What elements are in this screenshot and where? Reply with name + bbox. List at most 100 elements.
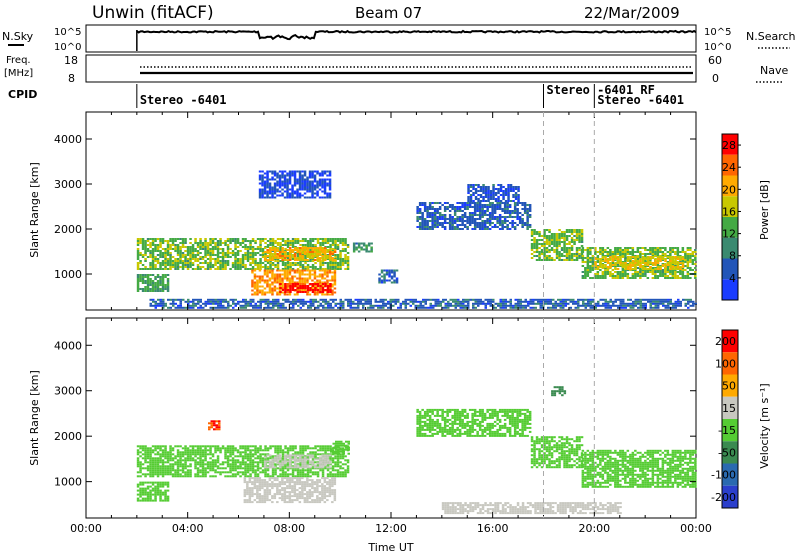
power-colorbar-label: Power [dB]: [758, 180, 771, 240]
colorbar-tick-label: 4: [729, 272, 736, 285]
x-tick-label: 08:00: [273, 522, 305, 535]
nave-tick-bottom: 0: [712, 72, 719, 85]
scatter-band: [263, 454, 332, 469]
colorbar-cell: [722, 237, 738, 259]
colorbar-cell: [722, 154, 738, 176]
colorbar-tick-label: -200: [711, 491, 736, 504]
colorbar-cell: [722, 396, 738, 419]
colorbar-cell: [722, 485, 738, 508]
nsky-label: N.Sky: [2, 30, 34, 43]
scatter-band: [330, 440, 350, 455]
scatter-band: [594, 256, 685, 270]
freq-panel-frame: [85, 54, 697, 83]
cpid-text: Stereo -6401 RF: [547, 83, 655, 97]
colorbar-tick-label: 20: [722, 183, 736, 196]
scatter-band: [530, 436, 584, 469]
colorbar-tick-label: 12: [722, 228, 736, 241]
y-tick-label: 1000: [54, 268, 82, 281]
power-colorbar: 4 8 12 16 20 24 28: [721, 133, 741, 301]
scatter-band: [416, 202, 532, 230]
date-title: 22/Mar/2009: [584, 4, 680, 22]
scatter-band: [551, 386, 567, 397]
scatter-band: [263, 247, 337, 261]
y-tick-label: 1000: [54, 476, 82, 489]
colorbar-tick-label: 100: [715, 357, 736, 370]
cpid-text: Stereo -6401: [140, 93, 227, 107]
panel-frame: [85, 111, 697, 311]
colorbar-cell: [722, 279, 738, 300]
colorbar-tick-label: 8: [729, 250, 736, 263]
scatter-band: [378, 269, 399, 284]
scatter-band: [581, 449, 697, 488]
y-tick-label: 4000: [54, 133, 82, 146]
freq-tick-top: 18: [64, 54, 78, 67]
freq-unit-label: [MHz]: [4, 68, 33, 79]
scatter-band: [258, 170, 332, 199]
colorbar-cell: [722, 196, 738, 217]
velocity-ylabel: Slant Range [km]: [28, 370, 41, 466]
velocity-colorbar-label: Velocity [m s⁻¹]: [758, 383, 771, 468]
noise-tick-left-bottom: 10^0: [54, 42, 81, 53]
beam-title: Beam 07: [355, 4, 422, 22]
colorbar-tick-label: 200: [715, 335, 736, 348]
colorbar-frame: [721, 329, 739, 509]
velocity-panel: 1000 2000 3000 4000 00:00 04:00 08:00 12:00 16:0…: [54, 317, 712, 535]
noise-trace-line: [136, 29, 697, 41]
y-tick-label: 3000: [54, 385, 82, 398]
y-tick-label: 4000: [54, 339, 82, 352]
colorbar-tick-label: -100: [711, 469, 736, 482]
colorbar-cell: [722, 258, 738, 280]
x-tick-label: 20:00: [578, 522, 610, 535]
colorbar-cell: [722, 217, 738, 238]
nave-tick-top: 60: [708, 54, 722, 67]
x-tick-label: 00:00: [680, 522, 712, 535]
x-tick-label: 04:00: [172, 522, 204, 535]
power-panel: 1000 2000 3000 4000: [54, 111, 697, 311]
colorbar-cell: [722, 374, 738, 397]
colorbar-cell: [722, 352, 738, 375]
noise-tick-left-top: 10^5: [54, 27, 81, 38]
colorbar-cell: [722, 463, 738, 486]
velocity-colorbar: 200 100 50 15 -15 -50 -100 -200: [711, 329, 739, 509]
colorbar-cell: [722, 175, 738, 197]
colorbar-tick-label: -50: [718, 446, 736, 459]
freq-label: Freq.: [6, 55, 31, 66]
cpid-label: CPID: [8, 88, 37, 101]
station-title: Unwin (fitACF): [92, 3, 214, 23]
scatter-band: [243, 477, 337, 504]
scatter-band: [136, 481, 170, 502]
colorbar-frame: [721, 133, 739, 301]
noise-panel-frame: [85, 24, 697, 53]
scatter-band: [279, 283, 332, 293]
scatter-band: [416, 408, 532, 437]
colorbar-cell: [722, 419, 738, 442]
scatter-band: [149, 298, 697, 309]
nsearch-label: N.Search: [746, 30, 796, 43]
x-axis-label: Time UT: [367, 541, 413, 554]
scatter-band: [352, 242, 373, 253]
colorbar-cell: [722, 134, 738, 155]
y-tick-label: 2000: [54, 430, 82, 443]
colorbar-tick-label: 28: [722, 139, 736, 152]
noise-trace: [136, 29, 697, 51]
colorbar-tick-label: -15: [718, 424, 736, 437]
colorbar-cell: [722, 441, 738, 464]
panel-frame: [85, 317, 697, 519]
scatter-band: [467, 184, 520, 202]
colorbar-tick-label: 24: [722, 161, 736, 174]
x-tick-label: 16:00: [477, 522, 509, 535]
noise-tick-right-bottom: 10^0: [704, 42, 731, 53]
x-tick-label: 00:00: [70, 522, 102, 535]
cpid-text: Stereo -6401: [597, 93, 684, 107]
scatter-band: [441, 502, 622, 515]
colorbar-cell: [722, 330, 738, 353]
nave-label: Nave: [760, 64, 788, 77]
x-tick-label: 12:00: [375, 522, 407, 535]
colorbar-tick-label: 50: [722, 380, 736, 393]
colorbar-tick-label: 16: [722, 205, 736, 218]
scatter-band: [136, 274, 170, 292]
power-ylabel: Slant Range [km]: [28, 162, 41, 258]
noise-tick-right-top: 10^5: [704, 27, 731, 38]
